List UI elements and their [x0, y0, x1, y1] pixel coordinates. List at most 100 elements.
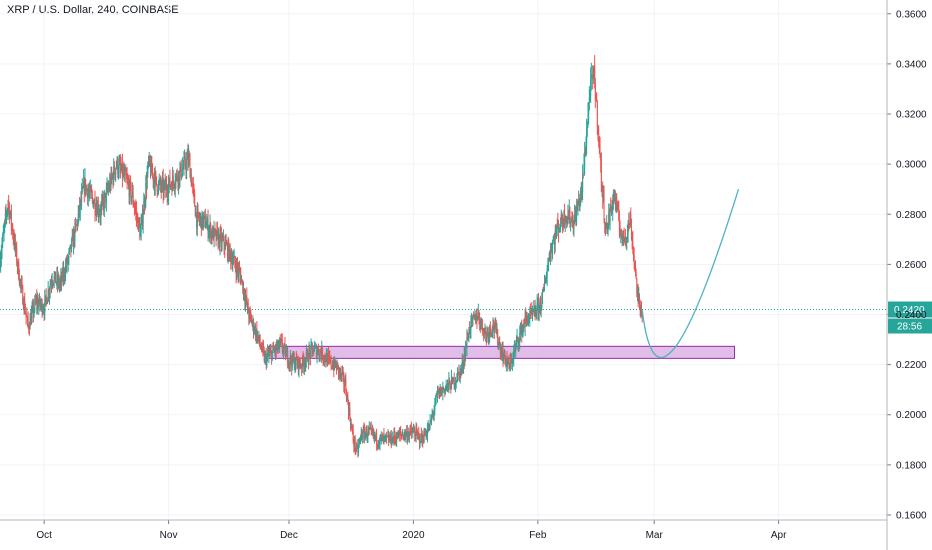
candle-body: [430, 416, 432, 423]
candle-body: [232, 257, 234, 262]
candle-body: [42, 310, 44, 313]
candle-body: [525, 316, 527, 318]
candle-body: [277, 341, 279, 349]
countdown-label: 28:56: [897, 321, 922, 332]
candle-body: [61, 270, 63, 282]
candle-body: [456, 380, 458, 382]
candle-body: [332, 364, 334, 369]
candle-body: [563, 211, 565, 226]
candle-body: [295, 357, 297, 366]
candle-body: [117, 172, 119, 174]
candle-body: [69, 244, 71, 248]
candle-body: [162, 179, 164, 182]
y-tick-label: 0.3400: [896, 59, 927, 70]
candle-body: [40, 304, 42, 306]
candle-body: [102, 198, 104, 201]
candle-body: [467, 336, 469, 339]
candle-body: [561, 213, 563, 223]
candle-body: [115, 165, 117, 169]
candle-body: [448, 379, 450, 387]
candle-body: [507, 362, 509, 365]
candle-body: [61, 276, 63, 282]
last-price-tag: [888, 301, 932, 318]
candle-body: [162, 179, 164, 193]
candle-body: [75, 224, 77, 226]
candle-body: [529, 311, 531, 314]
candle-body: [230, 258, 232, 262]
candle-body: [485, 330, 487, 334]
candle-body: [461, 361, 463, 369]
candle-body: [640, 305, 642, 310]
candle-body: [76, 221, 78, 226]
candle-body: [303, 361, 305, 367]
candle-body: [16, 262, 18, 267]
candle-body: [243, 288, 245, 297]
candle-body: [258, 335, 260, 338]
candle-body: [421, 435, 423, 442]
candle-body: [632, 241, 634, 247]
candle-body: [260, 345, 262, 349]
candle-body: [296, 360, 298, 366]
candle-body: [0, 259, 2, 268]
candle-body: [123, 170, 125, 176]
candle-body: [96, 207, 98, 215]
candle-body: [305, 359, 307, 365]
candle-body: [636, 289, 638, 294]
candle-body: [478, 312, 480, 319]
candle-body: [65, 265, 67, 276]
candle-body: [55, 281, 57, 283]
candle-body: [464, 354, 466, 359]
candle-body: [131, 191, 133, 197]
candle-body: [53, 283, 55, 285]
candle-body: [259, 335, 261, 343]
candle-body: [634, 262, 636, 266]
candle-body: [319, 350, 321, 353]
candle-body: [261, 348, 263, 351]
candle-body: [420, 434, 422, 443]
candle-body: [593, 66, 595, 68]
candle-body: [584, 151, 586, 165]
candle-body: [629, 214, 631, 226]
candle-body: [158, 182, 160, 192]
candle-body: [484, 330, 486, 332]
candle-body: [604, 218, 606, 225]
candle-body: [483, 330, 485, 337]
candle-body: [502, 349, 504, 361]
candle-body: [138, 219, 140, 226]
candle-body: [366, 436, 368, 438]
candle-body: [63, 270, 65, 279]
candle-body: [527, 319, 529, 325]
candle-body: [550, 249, 552, 260]
candle-body: [53, 276, 55, 284]
candle-body: [117, 159, 119, 174]
candle-body: [154, 173, 156, 188]
candle-body: [495, 322, 497, 327]
candle-body: [191, 183, 193, 186]
candle-body: [322, 358, 324, 360]
candle-body: [423, 431, 425, 443]
candle-body: [73, 232, 75, 242]
candle-body: [59, 281, 61, 284]
candle-body: [212, 228, 214, 238]
candle-body: [617, 205, 619, 209]
candle-body: [334, 359, 336, 367]
candle-body: [113, 165, 115, 182]
candle-body: [70, 244, 72, 251]
candle-body: [396, 432, 398, 439]
candle-body: [228, 245, 230, 260]
candle-body: [638, 296, 640, 300]
x-tick-label: Nov: [160, 530, 178, 541]
candle-body: [93, 203, 95, 207]
candle-body: [155, 173, 157, 177]
candle-body: [297, 357, 299, 366]
candle-body: [8, 202, 10, 205]
candle-body: [457, 371, 459, 373]
candle-body: [253, 320, 255, 332]
candle-body: [522, 325, 524, 329]
candle-body: [431, 414, 433, 417]
candle-body: [438, 389, 440, 396]
candle-body: [182, 167, 184, 169]
candle-body: [143, 201, 145, 206]
candle-body: [17, 262, 19, 267]
